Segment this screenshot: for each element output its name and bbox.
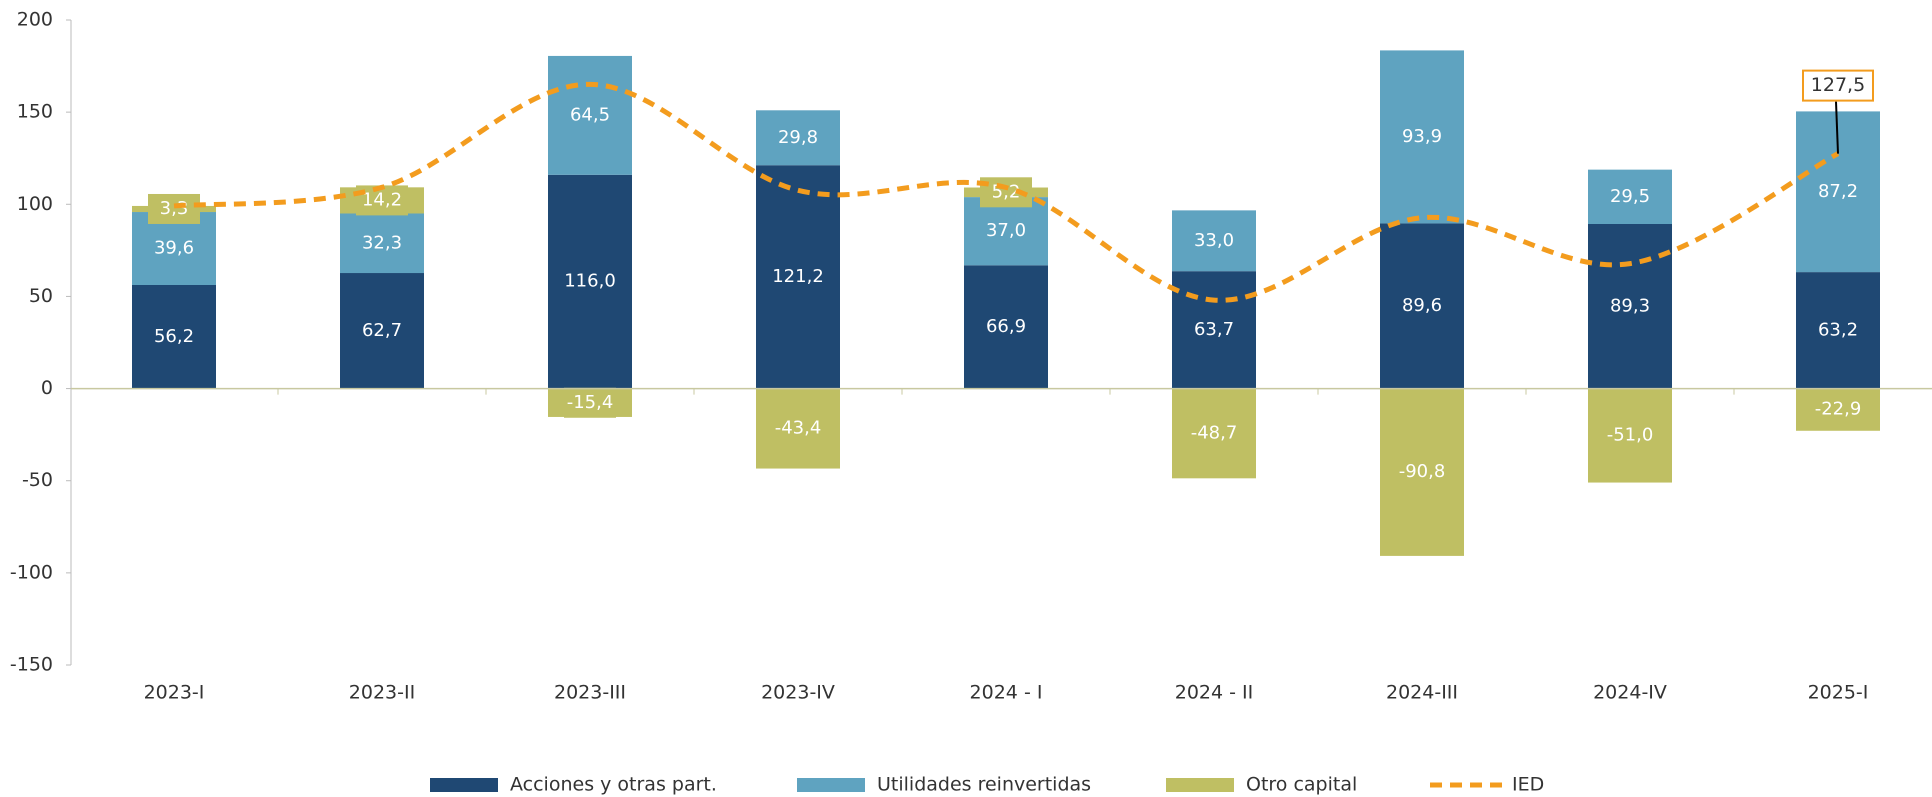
bar-segment xyxy=(756,165,840,389)
line xyxy=(173,81,1840,303)
data-label: 63,2 xyxy=(1818,319,1858,340)
bar-segment xyxy=(964,197,1048,266)
bar-segment xyxy=(340,273,424,389)
bar-segment xyxy=(756,388,840,469)
bar-segment xyxy=(1380,388,1464,556)
bar-segment xyxy=(1172,271,1256,389)
x-tick-label: 2024 - I xyxy=(970,682,1043,704)
label-box xyxy=(148,193,200,224)
data-label: -22,9 xyxy=(1815,399,1862,420)
bar-segment xyxy=(1172,210,1256,272)
y-tick-label: 150 xyxy=(17,101,53,123)
bar-segment xyxy=(1588,224,1672,389)
bar-segment xyxy=(340,213,424,274)
data-label: 93,9 xyxy=(1402,126,1442,147)
data-label: 32,3 xyxy=(362,232,402,253)
x-tick-label: 2023-III xyxy=(554,682,626,704)
legend-label: IED xyxy=(1512,774,1544,796)
bar-segment xyxy=(1380,223,1464,389)
bar-segment xyxy=(756,110,840,166)
x-tick-label: 2023-IV xyxy=(761,682,835,704)
data-label: -90,8 xyxy=(1399,461,1446,482)
data-label: 56,2 xyxy=(154,326,194,347)
x-tick-label: 2024-IV xyxy=(1593,682,1667,704)
y-tick-label: -100 xyxy=(10,561,53,583)
data-label: -43,4 xyxy=(775,418,822,439)
data-label: 63,7 xyxy=(1194,319,1234,340)
data-label: 87,2 xyxy=(1818,181,1858,202)
bar-segment xyxy=(1796,272,1880,389)
legend-label: Utilidades reinvertidas xyxy=(877,774,1091,796)
data-label: 29,5 xyxy=(1610,186,1650,207)
data-label: 66,9 xyxy=(986,316,1026,337)
data-label: -51,0 xyxy=(1607,425,1654,446)
y-tick-label: 50 xyxy=(29,285,53,307)
data-label: 89,6 xyxy=(1402,295,1442,316)
data-label: 127,5 xyxy=(1811,74,1865,96)
bar-segment xyxy=(548,174,632,389)
bar-segment xyxy=(1172,388,1256,479)
data-label: 14,2 xyxy=(362,189,402,210)
label-box xyxy=(1802,69,1874,102)
x-tick-label: 2023-II xyxy=(349,682,415,704)
bar-segment xyxy=(548,55,632,175)
data-label: 64,5 xyxy=(570,104,610,125)
bar-segment xyxy=(1380,50,1464,224)
x-tick-label: 2024-III xyxy=(1386,682,1458,704)
data-label: 33,0 xyxy=(1194,230,1234,251)
data-label: -48,7 xyxy=(1191,422,1238,443)
y-tick-label: -50 xyxy=(22,469,53,491)
bar-segment xyxy=(132,212,216,286)
data-label: 29,8 xyxy=(778,127,818,148)
legend-swatch xyxy=(797,778,865,792)
y-tick-label: -150 xyxy=(10,654,53,676)
label-box xyxy=(564,387,616,418)
legend-swatch xyxy=(430,778,498,792)
y-tick-label: 200 xyxy=(17,9,53,31)
data-label: 121,2 xyxy=(772,266,824,287)
bar-segment xyxy=(1588,388,1672,483)
y-tick-label: 0 xyxy=(41,377,53,399)
data-label: 3,3 xyxy=(160,198,189,219)
legend-swatch xyxy=(1166,778,1234,792)
data-label: 37,0 xyxy=(986,220,1026,241)
data-label: 89,3 xyxy=(1610,295,1650,316)
bar-segment xyxy=(964,265,1048,389)
bar-segment xyxy=(1588,169,1672,225)
x-tick-label: 2024 - II xyxy=(1175,682,1254,704)
x-tick-label: 2025-I xyxy=(1808,682,1869,704)
data-label: 39,6 xyxy=(154,238,194,259)
y-tick-label: 100 xyxy=(17,193,53,215)
bar-segment xyxy=(1796,388,1880,431)
legend-label: Otro capital xyxy=(1246,774,1357,796)
data-label: 116,0 xyxy=(564,271,616,292)
x-tick-label: 2023-I xyxy=(144,682,205,704)
leader xyxy=(1835,101,1839,154)
bar-segment xyxy=(132,285,216,389)
data-label: -15,4 xyxy=(567,392,614,413)
legend-label: Acciones y otras part. xyxy=(510,774,717,796)
data-label: 62,7 xyxy=(362,320,402,341)
